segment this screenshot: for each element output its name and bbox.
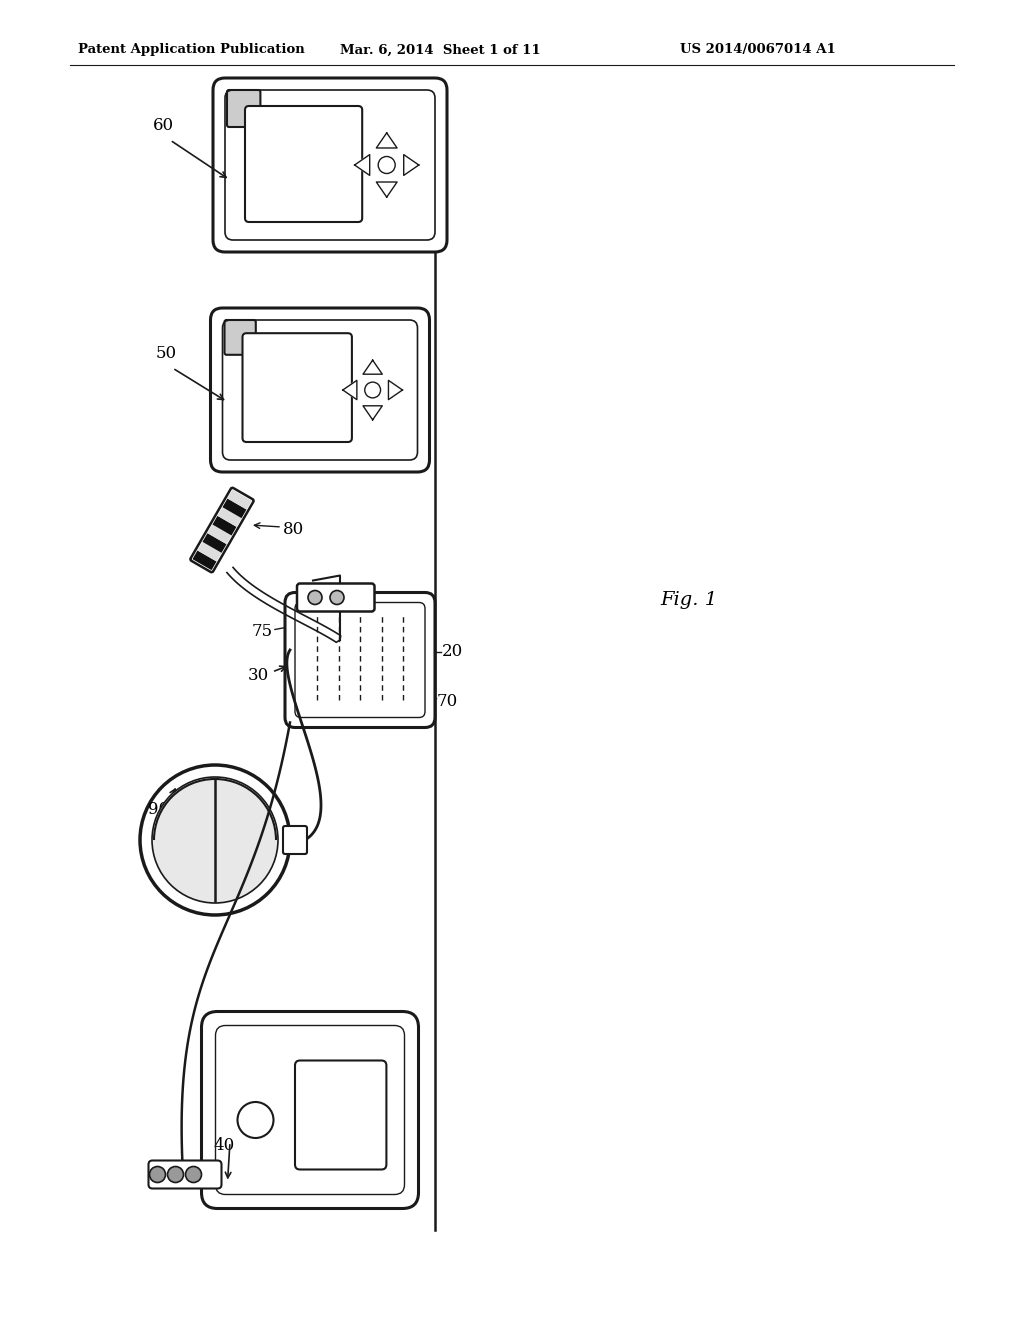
Circle shape: [378, 157, 395, 173]
FancyBboxPatch shape: [198, 541, 221, 561]
Polygon shape: [403, 154, 419, 176]
Circle shape: [330, 590, 344, 605]
FancyBboxPatch shape: [283, 826, 307, 854]
Polygon shape: [362, 360, 382, 374]
Circle shape: [238, 1102, 273, 1138]
Text: Fig. 1: Fig. 1: [660, 591, 717, 609]
Polygon shape: [376, 182, 397, 197]
FancyBboxPatch shape: [148, 1160, 221, 1188]
FancyBboxPatch shape: [193, 550, 216, 570]
Circle shape: [185, 1167, 202, 1183]
Polygon shape: [362, 405, 382, 420]
FancyBboxPatch shape: [297, 583, 375, 611]
Polygon shape: [354, 154, 370, 176]
Text: 40: 40: [213, 1137, 234, 1154]
Text: 90: 90: [148, 801, 169, 818]
Circle shape: [150, 1167, 166, 1183]
FancyBboxPatch shape: [202, 1011, 419, 1209]
Polygon shape: [343, 380, 356, 400]
FancyBboxPatch shape: [208, 524, 231, 544]
Circle shape: [365, 381, 381, 397]
Circle shape: [152, 777, 278, 903]
Polygon shape: [388, 380, 402, 400]
FancyBboxPatch shape: [285, 593, 435, 727]
Text: 60: 60: [153, 116, 174, 133]
Circle shape: [140, 766, 290, 915]
Circle shape: [308, 590, 322, 605]
FancyBboxPatch shape: [245, 106, 362, 222]
FancyBboxPatch shape: [227, 90, 260, 127]
Text: 75: 75: [252, 623, 273, 640]
Text: 70: 70: [437, 693, 459, 710]
FancyBboxPatch shape: [224, 319, 256, 355]
Circle shape: [168, 1167, 183, 1183]
FancyBboxPatch shape: [212, 516, 237, 536]
FancyBboxPatch shape: [295, 1060, 386, 1170]
Text: 20: 20: [442, 644, 463, 660]
Polygon shape: [376, 133, 397, 148]
FancyBboxPatch shape: [213, 78, 447, 252]
Text: 80: 80: [283, 521, 304, 539]
FancyBboxPatch shape: [243, 333, 352, 442]
Text: 30: 30: [248, 667, 269, 684]
FancyBboxPatch shape: [203, 533, 226, 553]
FancyBboxPatch shape: [217, 507, 242, 527]
FancyBboxPatch shape: [227, 490, 252, 510]
Text: 50: 50: [156, 346, 176, 363]
Text: Patent Application Publication: Patent Application Publication: [78, 44, 305, 57]
FancyBboxPatch shape: [211, 308, 429, 473]
Text: US 2014/0067014 A1: US 2014/0067014 A1: [680, 44, 836, 57]
Text: Mar. 6, 2014  Sheet 1 of 11: Mar. 6, 2014 Sheet 1 of 11: [340, 44, 541, 57]
FancyBboxPatch shape: [222, 499, 247, 519]
